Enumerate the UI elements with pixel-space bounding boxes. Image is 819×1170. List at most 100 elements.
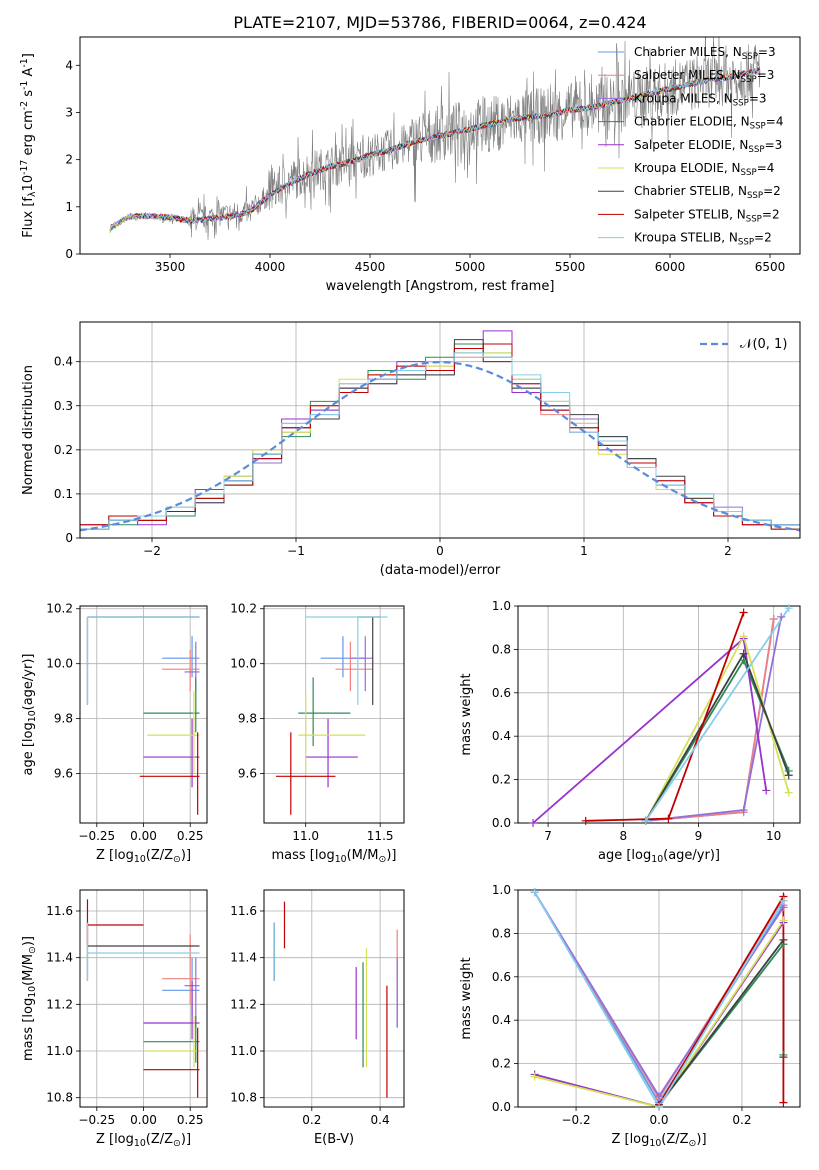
plot-area	[109, 37, 761, 240]
x-tick-label: 8	[619, 829, 627, 843]
y-tick-label: 9.8	[54, 712, 73, 726]
grid	[518, 889, 800, 1108]
plot-area	[273, 901, 398, 1098]
x-tick-label: 6500	[755, 260, 786, 274]
y-tick-label: 0	[65, 247, 73, 261]
x-tick-label: 0.25	[177, 829, 204, 843]
y-tick-label: 11.2	[46, 997, 73, 1011]
y-tick-label: 0.0	[492, 816, 511, 830]
y-tick-label: 9.8	[238, 712, 257, 726]
y-tick-label: 0.6	[492, 970, 511, 984]
x-tick-label: −0.25	[78, 1113, 115, 1127]
panel-mass-vs-z: −0.25 0.00 0.25 10.8 11.0 11.2 11.4 11.6 Z [log1…	[21, 889, 208, 1149]
y-axis-label: mass [log10(M/M⊙)]	[21, 936, 38, 1061]
legend-label: Salpeter ELODIE, NSSP=3	[634, 138, 782, 155]
y-tick-label: 4	[65, 58, 73, 72]
normal-curve	[80, 361, 800, 532]
weight-marker	[530, 1072, 539, 1081]
legend-label: Salpeter MILES, NSSP=3	[634, 68, 774, 85]
weight-marker	[655, 1092, 663, 1101]
y-tick-label: 0.4	[492, 729, 511, 743]
weight-marker	[784, 771, 793, 780]
model-spectrum-line-8	[129, 67, 761, 225]
weight-line-8	[533, 891, 785, 1107]
panel-weight-vs-age: 7 8 9 10 0.0 0.2 0.4 0.6 0.8 1.0 age [log10(age/yr…	[459, 599, 801, 865]
x-tick-label: 11.5	[367, 829, 394, 843]
plot-area	[86, 899, 200, 1098]
y-tick-label: 0.6	[492, 686, 511, 700]
y-tick-label: 10.8	[230, 1091, 257, 1105]
weight-marker	[664, 814, 673, 823]
x-tick-label: 0.2	[732, 1113, 751, 1127]
y-axis-label: Flux [fλ10-17 erg cm-2 s-1 A-1]	[19, 53, 38, 238]
legend: Chabrier MILES, NSSP=3 Salpeter MILES, NS…	[598, 45, 783, 248]
weight-marker	[779, 896, 788, 905]
y-tick-label: 11.6	[230, 904, 257, 918]
weight-line-8	[645, 607, 790, 822]
x-tick-label: 0	[436, 544, 444, 558]
x-axis-label: Z [log10(Z/Z⊙)]	[96, 1132, 191, 1149]
weight-marker	[529, 819, 538, 827]
y-tick-label: 0.2	[492, 773, 511, 787]
grid	[264, 890, 404, 1107]
x-tick-label: 5000	[455, 260, 486, 274]
y-tick-label: 0	[65, 531, 73, 545]
x-tick-label: −0.25	[78, 829, 115, 843]
x-tick-label: 6000	[655, 260, 686, 274]
x-axis-label: (data-model)/error	[380, 563, 501, 578]
x-tick-label: 0.00	[130, 829, 157, 843]
y-tick-label: 9.6	[54, 767, 73, 781]
grid	[264, 606, 404, 823]
weight-marker	[530, 888, 539, 897]
weight-marker	[784, 604, 793, 613]
y-tick-label: 10.0	[230, 657, 257, 671]
grid	[80, 890, 207, 1107]
grid	[518, 605, 800, 824]
weight-marker	[762, 786, 771, 795]
x-axis-label: wavelength [Angstrom, rest frame]	[326, 279, 555, 294]
legend-label: Salpeter STELIB, NSSP=2	[634, 207, 780, 224]
y-axis-label: age [log10(age/yr)]	[21, 654, 38, 776]
axes-frame	[79, 889, 208, 1108]
weight-marker	[739, 649, 748, 658]
panel-residuals: −2 −1 0 1 2 0 0.1 0.2 0.3 0.4 (data-model)/error No…	[21, 321, 801, 578]
x-tick-label: 0.00	[130, 1113, 157, 1127]
x-tick-label: 4000	[255, 260, 286, 274]
observed-spectrum-line	[109, 37, 761, 240]
histogram-step-7	[80, 343, 800, 530]
x-tick-label: 1	[580, 544, 588, 558]
axes-frame	[263, 605, 405, 824]
weight-line-6	[658, 937, 785, 1106]
x-tick-label: −0.2	[561, 1113, 590, 1127]
x-axis-label: Z [log10(Z/Z⊙)]	[611, 1132, 706, 1149]
x-axis-label: E(B-V)	[314, 1132, 354, 1147]
weight-line-6	[645, 651, 790, 822]
x-tick-label: 5500	[555, 260, 586, 274]
grid	[80, 322, 800, 539]
y-tick-label: 0.3	[54, 399, 73, 413]
y-tick-label: 9.6	[238, 767, 257, 781]
y-tick-label: 0.8	[492, 642, 511, 656]
weight-marker	[641, 816, 650, 825]
weight-marker	[779, 1098, 788, 1107]
y-tick-label: 11.2	[230, 997, 257, 1011]
y-tick-label: 0.0	[492, 1100, 511, 1114]
y-axis-label: Normed distribution	[21, 365, 36, 495]
x-tick-label: −1	[287, 544, 305, 558]
plot-area	[532, 607, 790, 823]
weight-marker	[769, 615, 778, 624]
legend-label: Chabrier MILES, NSSP=3	[634, 45, 776, 62]
x-tick-label: 0.4	[371, 1113, 390, 1127]
legend-label: Kroupa ELODIE, NSSP=4	[634, 161, 774, 178]
y-tick-label: 2	[65, 153, 73, 167]
y-tick-label: 1.0	[492, 883, 511, 897]
y-axis-label: mass weight	[459, 957, 474, 1039]
grid	[80, 606, 207, 823]
y-tick-label: 10.2	[230, 602, 257, 616]
weight-line-5	[534, 919, 785, 1107]
x-tick-label: 0.25	[177, 1113, 204, 1127]
x-tick-label: 10	[766, 829, 781, 843]
x-tick-label: 2	[724, 544, 732, 558]
legend-label: 𝒩(0, 1)	[740, 337, 787, 352]
